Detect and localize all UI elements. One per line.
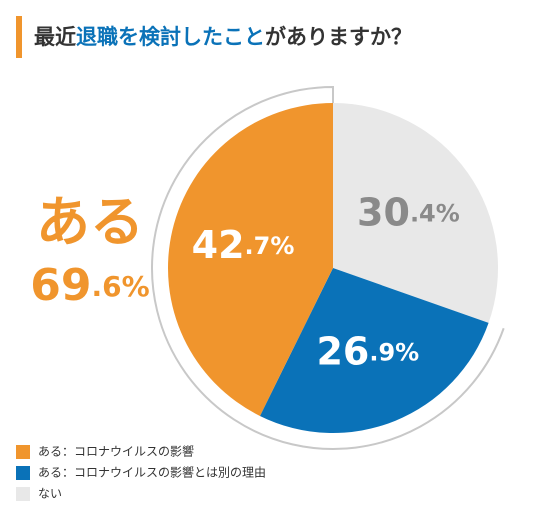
legend-swatch <box>16 466 30 480</box>
title-part: がありますか？ <box>265 25 412 49</box>
pie-slice <box>333 103 499 323</box>
title-part: 最近 <box>34 25 76 49</box>
annotation-arc <box>151 85 505 450</box>
legend-label: ある：コロナウイルスの影響とは別の理由 <box>38 465 266 480</box>
title-bar <box>16 16 22 58</box>
slice-label: 30.4% <box>357 190 460 234</box>
legend-label: ある：コロナウイルスの影響 <box>38 444 194 459</box>
chart-title: 最近退職を検討したことがありますか？ <box>34 25 412 49</box>
title-part: 退職を検討したこと <box>76 25 265 49</box>
pie-slice <box>168 103 333 416</box>
slice-label: 26.9% <box>316 329 419 373</box>
legend-swatch <box>16 445 30 459</box>
annotation-value: 69.6% <box>30 260 149 311</box>
legend-swatch <box>16 487 30 501</box>
pie-slice <box>259 268 489 433</box>
slice-label: 42.7% <box>192 222 295 266</box>
annotation-label: ある <box>36 191 144 254</box>
legend-label: ない <box>38 487 62 501</box>
